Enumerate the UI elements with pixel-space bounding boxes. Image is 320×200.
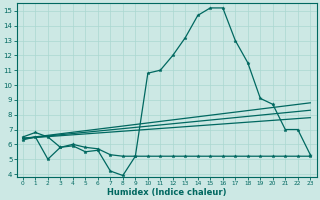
X-axis label: Humidex (Indice chaleur): Humidex (Indice chaleur) [107, 188, 226, 197]
